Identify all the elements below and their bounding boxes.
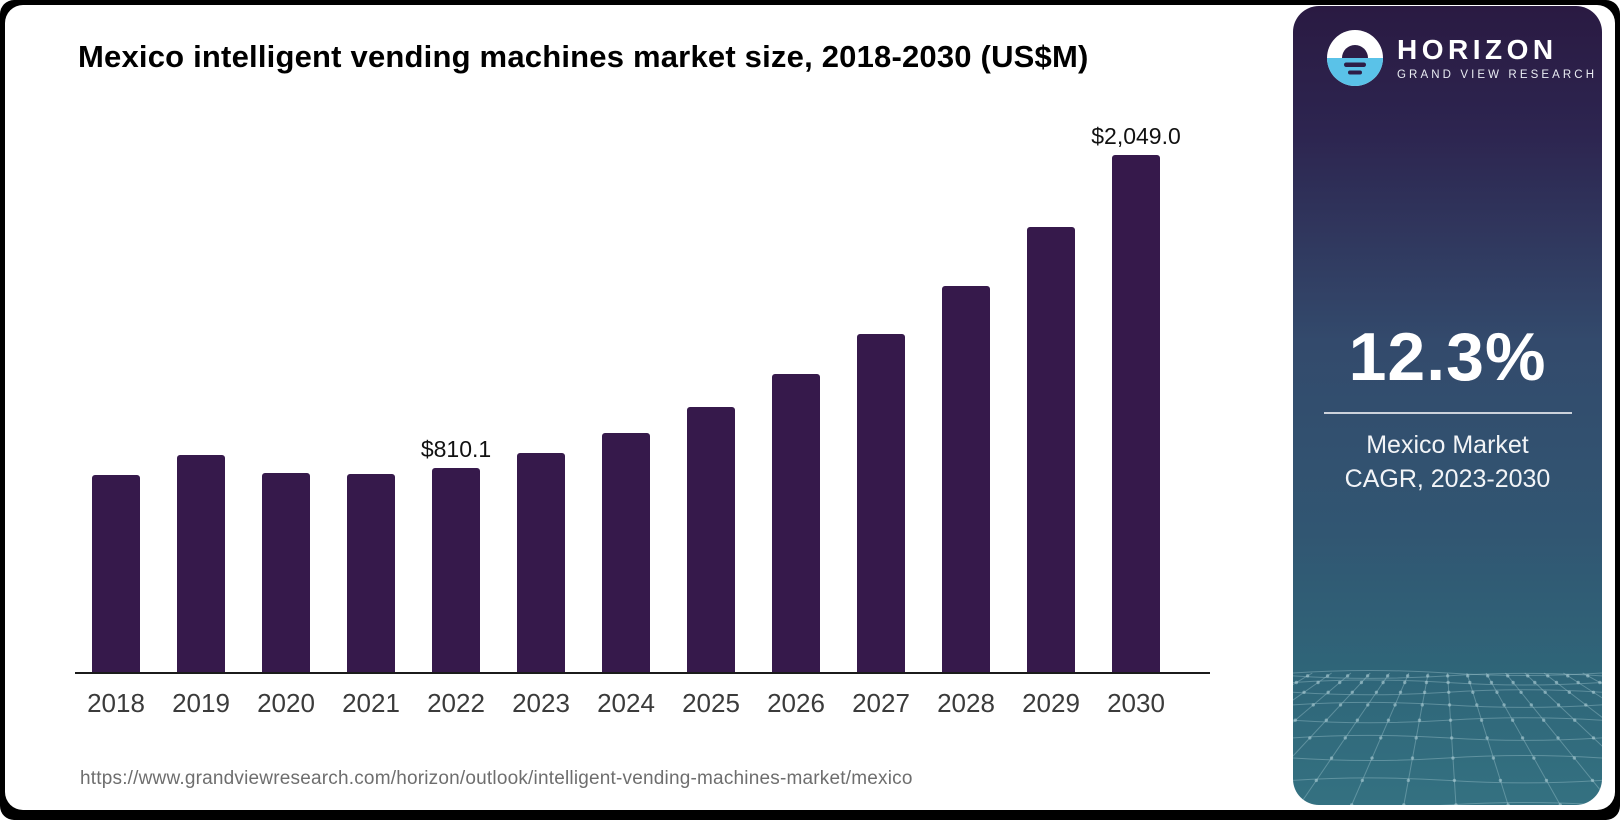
- bar-chart: 2018 2019 2020 2021 $810.1 2022 2023 2024 2025 20…: [87, 123, 1181, 718]
- x-tick-2018: 2018: [87, 688, 145, 718]
- bar-2022: $810.1: [421, 436, 491, 672]
- bar-slot: $2,049.0 2030: [1091, 123, 1181, 718]
- bar-slot: 2018: [87, 155, 145, 718]
- bar-slot: 2027: [852, 155, 910, 718]
- bar-slot: 2023: [512, 155, 570, 718]
- bar-slot: 2019: [172, 155, 230, 718]
- bar-2021: [347, 473, 395, 672]
- brand-sidebar: HORIZON GRAND VIEW RESEARCH 12.3% Mexico…: [1293, 6, 1602, 805]
- bar-2025: [687, 407, 735, 672]
- x-tick-2023: 2023: [512, 688, 570, 718]
- x-tick-2028: 2028: [937, 688, 995, 718]
- cagr-label-line2: CAGR, 2023-2030: [1344, 465, 1551, 493]
- x-tick-2020: 2020: [257, 688, 315, 718]
- chart-card: Mexico intelligent vending machines mark…: [5, 5, 1615, 810]
- stat-divider: [1323, 412, 1572, 414]
- x-tick-2022: 2022: [427, 688, 485, 718]
- bar-slot: 2028: [937, 155, 995, 718]
- bar-slot: 2025: [682, 155, 740, 718]
- x-tick-2029: 2029: [1022, 688, 1080, 718]
- horizon-sun-logo-icon: [1327, 30, 1383, 86]
- chart-title: Mexico intelligent vending machines mark…: [78, 39, 1089, 74]
- brand-subtitle: GRAND VIEW RESEARCH: [1397, 69, 1598, 81]
- x-tick-2025: 2025: [682, 688, 740, 718]
- bar-2023: [517, 453, 565, 672]
- bar-slot: 2024: [597, 155, 655, 718]
- cagr-label-line1: Mexico Market: [1366, 431, 1529, 459]
- brand-name: HORIZON: [1397, 34, 1558, 65]
- bar-slot: $810.1 2022: [421, 155, 491, 718]
- x-tick-2026: 2026: [767, 688, 825, 718]
- bar-slot: 2021: [342, 155, 400, 718]
- bar-2028: [942, 286, 990, 672]
- brand-text: HORIZON GRAND VIEW RESEARCH: [1397, 34, 1598, 82]
- cagr-value: 12.3%: [1348, 319, 1547, 395]
- value-label-2030: $2,049.0: [1091, 123, 1181, 149]
- bar-2027: [857, 333, 905, 672]
- wireframe-mesh-decoration: [1293, 670, 1602, 805]
- x-tick-2030: 2030: [1107, 688, 1165, 718]
- x-tick-2024: 2024: [597, 688, 655, 718]
- bar-slot: 2029: [1022, 155, 1080, 718]
- x-tick-2021: 2021: [342, 688, 400, 718]
- bar-2029: [1027, 226, 1075, 672]
- bar-2026: [772, 374, 820, 672]
- x-axis-line: [75, 672, 1210, 674]
- bar-slot: 2020: [257, 155, 315, 718]
- value-label-2022: $810.1: [420, 435, 492, 462]
- cagr-stat-block: 12.3% Mexico Market CAGR, 2023-2030: [1293, 318, 1602, 496]
- bar-2020: [262, 472, 310, 672]
- bar-2018: [92, 475, 140, 672]
- bar-2030: $2,049.0: [1091, 123, 1181, 672]
- x-tick-2019: 2019: [172, 688, 230, 718]
- bar-slot: 2026: [767, 155, 825, 718]
- bar-2019: [177, 455, 225, 672]
- source-url: https://www.grandviewresearch.com/horizo…: [80, 768, 913, 789]
- x-tick-2027: 2027: [852, 688, 910, 718]
- brand-logo-row: HORIZON GRAND VIEW RESEARCH: [1327, 30, 1597, 86]
- bar-2024: [602, 433, 650, 672]
